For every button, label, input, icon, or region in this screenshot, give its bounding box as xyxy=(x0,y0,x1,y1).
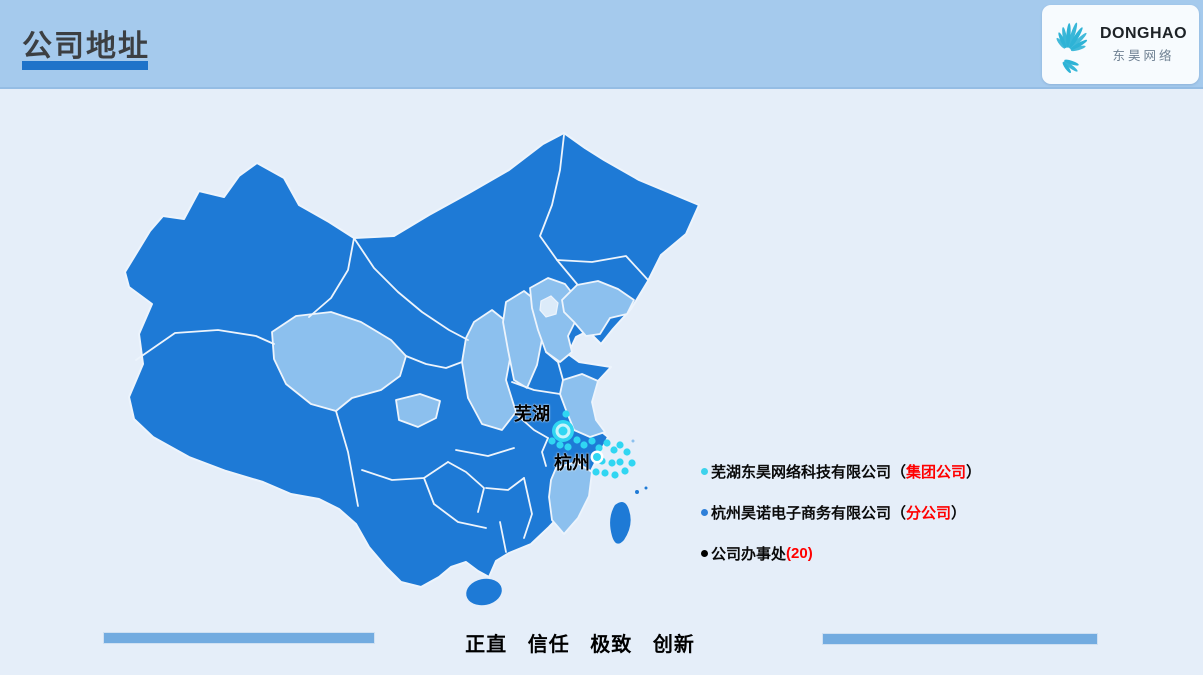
province-fujian xyxy=(548,461,593,535)
china-map-svg xyxy=(124,132,700,606)
logo-text-block: DONGHAO 东昊网络 xyxy=(1100,25,1187,64)
logo-name: DONGHAO xyxy=(1100,25,1188,42)
wuhu-hq-marker xyxy=(552,420,574,442)
company-motto: 正直 信任 极致 创新 xyxy=(465,634,695,656)
cyan-dot-icon xyxy=(701,467,708,475)
legend-item-offices: 公司办事处 (20) xyxy=(701,543,1011,563)
province-chongqing xyxy=(395,393,441,428)
title-underline xyxy=(22,61,148,70)
hangzhou-branch-marker xyxy=(590,450,604,464)
office-location-dots xyxy=(548,410,636,479)
black-dot-icon xyxy=(701,549,708,557)
legend-item-branch-company: 杭州昊诺电子商务有限公司 （ 分公司 ） xyxy=(701,502,1011,522)
city-label-wuhu: 芜湖 xyxy=(514,404,550,424)
page-title: 公司地址 xyxy=(22,30,150,63)
province-beijing xyxy=(539,295,559,318)
province-liaoning xyxy=(561,280,635,337)
island-taiwan xyxy=(610,501,631,544)
legend-item-group-company: 芜湖东昊网络科技有限公司 （ 集团公司 ） xyxy=(701,461,1011,481)
blue-dot-icon xyxy=(701,508,708,516)
city-label-hangzhou: 杭州 xyxy=(554,453,590,473)
china-map: 芜湖 杭州 xyxy=(95,108,740,628)
fan-leaves-icon xyxy=(1044,4,1102,85)
footer-bar-right xyxy=(822,633,1098,645)
map-legend: 芜湖东昊网络科技有限公司 （ 集团公司 ） 杭州昊诺电子商务有限公司 （ 分公司… xyxy=(701,461,1011,563)
company-logo: DONGHAO 东昊网络 xyxy=(1042,5,1199,84)
logo-subtitle: 东昊网络 xyxy=(1112,49,1175,63)
footer-bar-left xyxy=(103,632,375,644)
province-jiangsu xyxy=(559,373,606,438)
header-band: 公司地址 xyxy=(0,0,1203,89)
island-hainan xyxy=(466,578,502,606)
province-qinghai xyxy=(271,311,407,412)
